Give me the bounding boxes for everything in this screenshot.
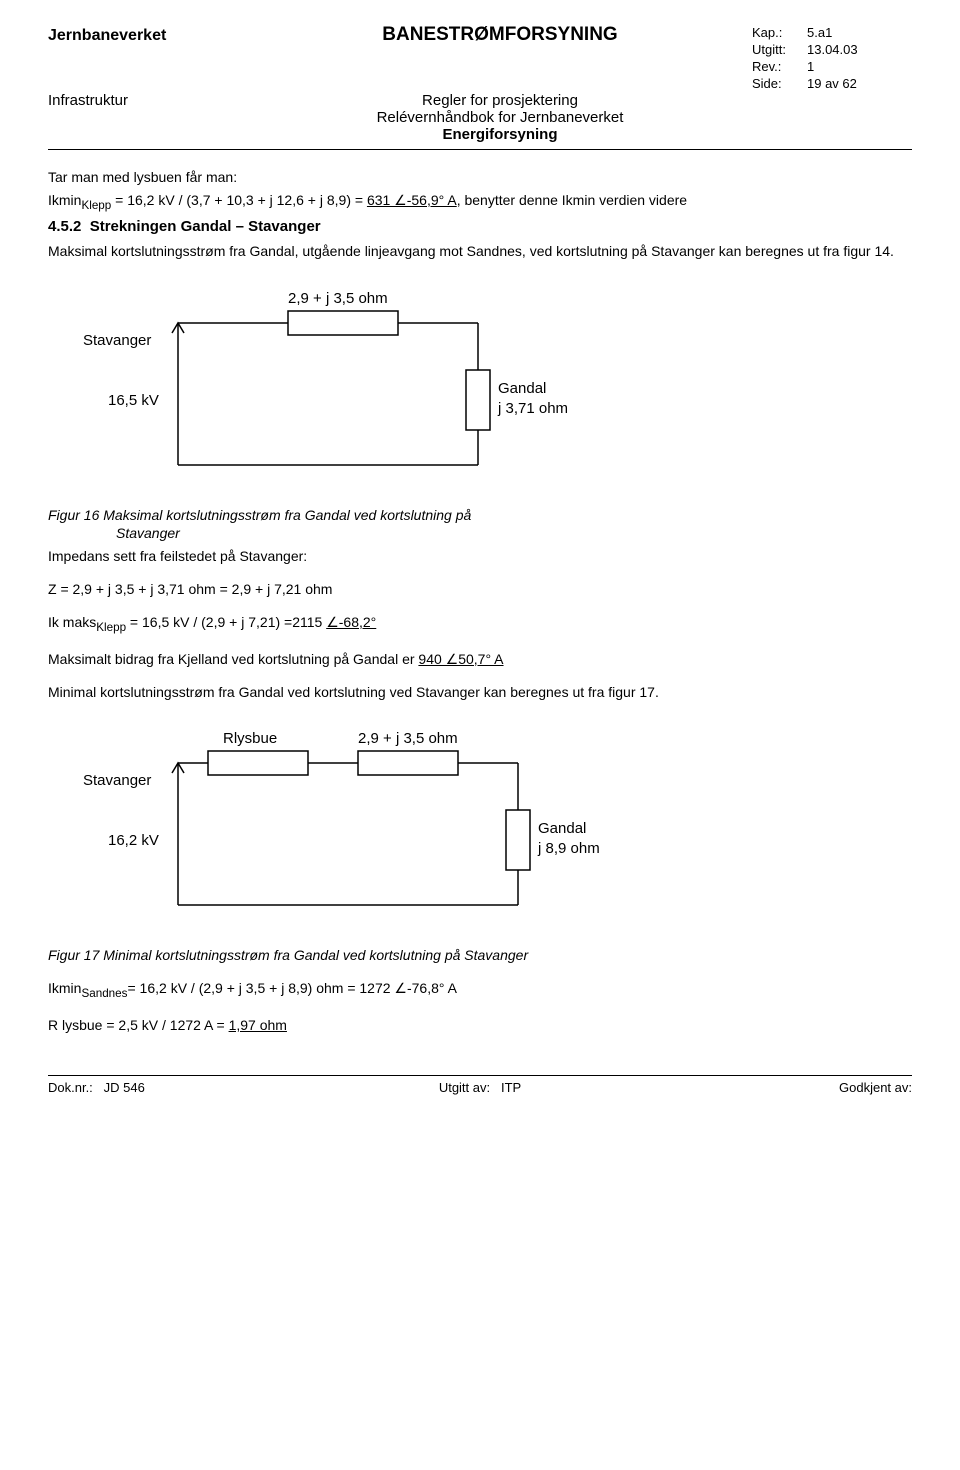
kap-value: 5.a1 — [807, 24, 912, 41]
eq-ikmin-sandnes: IkminSandnes= 16,2 kV / (2,9 + j 3,5 + j… — [48, 979, 912, 1002]
c2-top-imp: 2,9 + j 3,5 ohm — [358, 730, 458, 747]
subtitle-1: Regler for prosjektering — [422, 92, 578, 109]
section-title: 4.5.2 Strekningen Gandal – Stavanger — [48, 217, 912, 237]
figure-16-circuit: 2,9 + j 3,5 ohm Stavanger 16,5 kV Gandal — [48, 285, 912, 488]
header-rule — [48, 149, 912, 150]
c2-right-l1: Gandal — [538, 820, 586, 837]
footer-godkjent: Godkjent av: — [624, 1080, 912, 1095]
c1-top-imp: 2,9 + j 3,5 ohm — [288, 290, 388, 307]
page-footer: Dok.nr.: JD 546 Utgitt av: ITP Godkjent … — [48, 1080, 912, 1095]
utgitt-label: Utgitt: — [752, 41, 807, 58]
footer-utgitt: Utgitt av: ITP — [336, 1080, 624, 1095]
rev-value: 1 — [807, 58, 912, 75]
subtitle-3: Energiforsyning — [442, 126, 557, 143]
figure-17-circuit: Rlysbue 2,9 + j 3,5 ohm Stavanger — [48, 725, 912, 928]
c2-right-l2: j 8,9 ohm — [537, 840, 600, 857]
line-intro: Tar man med lysbuen får man: — [48, 168, 912, 187]
eq-rlysbue: R lysbue = 2,5 kV / 1272 A = 1,97 ohm — [48, 1016, 912, 1035]
c2-r-label: Rlysbue — [223, 730, 277, 747]
subtitle-2: Relévernhåndbok for Jernbaneverket — [377, 109, 624, 126]
footer-rule — [48, 1075, 912, 1076]
side-value: 19 av 62 — [807, 75, 912, 92]
c1-right-l2: j 3,71 ohm — [497, 400, 568, 417]
page-body: Tar man med lysbuen får man: IkminKlepp … — [48, 168, 912, 1035]
para-minimal: Minimal kortslutningsstrøm fra Gandal ve… — [48, 683, 912, 702]
eq-z: Z = 2,9 + j 3,5 + j 3,71 ohm = 2,9 + j 7… — [48, 580, 912, 599]
c1-left-v: 16,5 kV — [108, 392, 159, 409]
c2-left-label: Stavanger — [83, 772, 151, 789]
header-meta-table: Kap.:5.a1 Utgitt:13.04.03 Rev.:1 Side:19… — [752, 24, 912, 92]
rev-label: Rev.: — [752, 58, 807, 75]
para-maksimal: Maksimal kortslutningsstrøm fra Gandal, … — [48, 242, 912, 261]
c2-left-v: 16,2 kV — [108, 832, 159, 849]
doc-title: BANESTRØMFORSYNING — [382, 24, 617, 45]
c1-right-l1: Gandal — [498, 380, 546, 397]
c1-left-label: Stavanger — [83, 332, 151, 349]
utgitt-value: 13.04.03 — [807, 41, 912, 58]
footer-doknr: Dok.nr.: JD 546 — [48, 1080, 336, 1095]
ikmin-klepp-line: IkminKlepp = 16,2 kV / (3,7 + 10,3 + j 1… — [48, 191, 912, 214]
kap-label: Kap.: — [752, 24, 807, 41]
side-label: Side: — [752, 75, 807, 92]
eq-ikmaks: Ik maksKlepp = 16,5 kV / (2,9 + j 7,21) … — [48, 613, 912, 636]
page-header: Jernbaneverket BANESTRØMFORSYNING Kap.:5… — [48, 24, 912, 143]
figure-16-caption: Figur 16 Maksimal kortslutningsstrøm fra… — [48, 506, 912, 544]
para-maksimalt-bidrag: Maksimalt bidrag fra Kjelland ved kortsl… — [48, 650, 912, 669]
figure-17-caption: Figur 17 Minimal kortslutningsstrøm fra … — [48, 946, 912, 965]
suborg-name: Infrastruktur — [48, 92, 248, 109]
org-name: Jernbaneverket — [48, 27, 248, 45]
para-impedans: Impedans sett fra feilstedet på Stavange… — [48, 547, 912, 566]
